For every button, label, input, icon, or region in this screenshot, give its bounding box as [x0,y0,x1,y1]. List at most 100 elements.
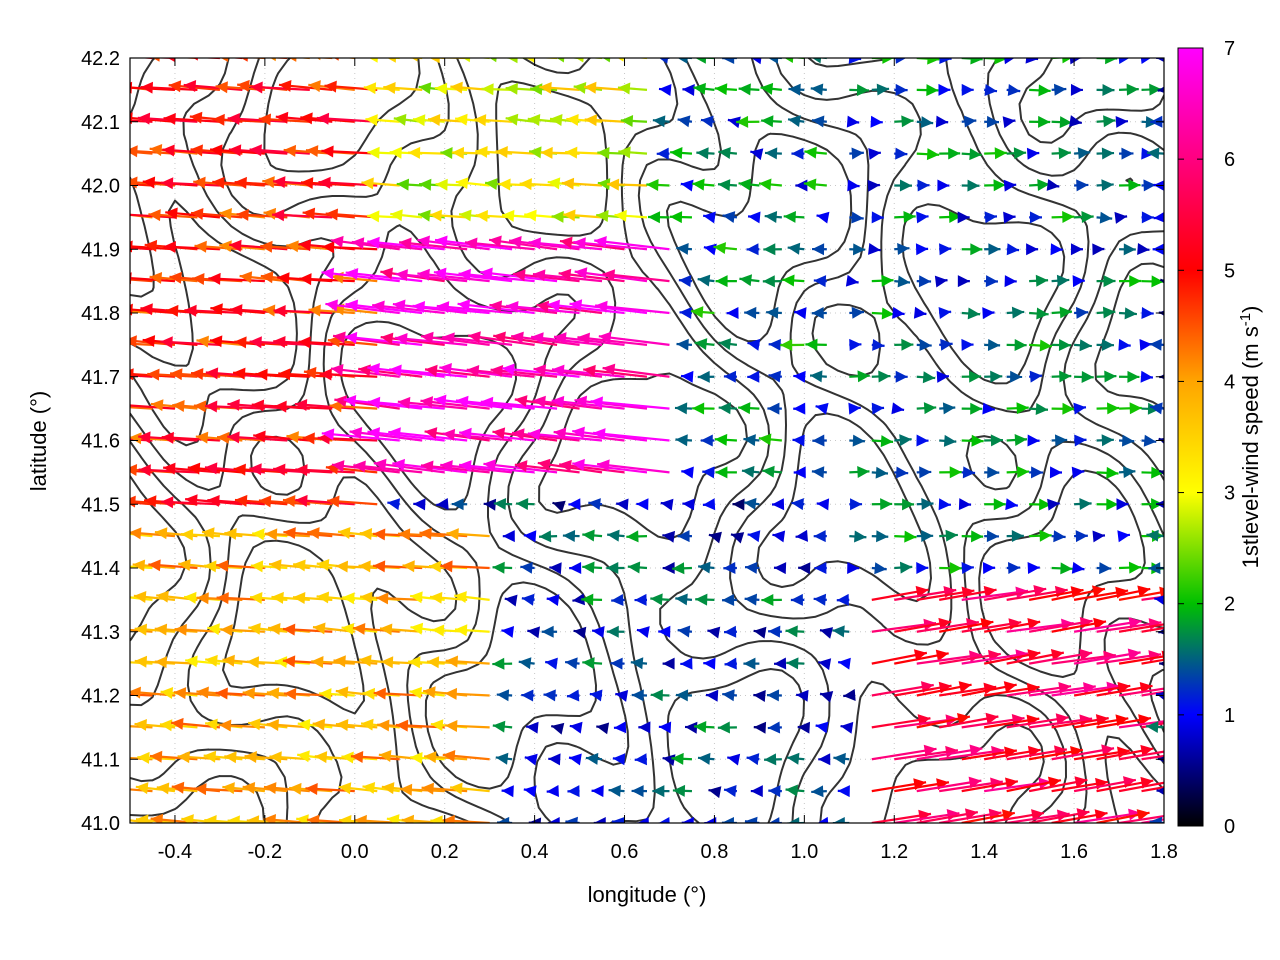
wind-vector [767,402,782,415]
wind-vector [490,364,558,378]
wind-vector [743,497,760,510]
wind-vector [738,178,760,191]
wind-vector [547,816,560,823]
wind-vector [913,306,927,319]
colorbar-label-main: 1stlevel-wind speed (m s [1238,326,1263,568]
wind-vector [327,495,378,508]
wind-vector [788,83,805,96]
wind-vector [352,622,400,635]
wind-vector [611,593,625,606]
wind-vector [130,374,153,378]
wind-vector [894,466,909,479]
wind-vector [395,269,468,283]
colorbar-ticks: 0 1 2 3 4 5 6 7 [1178,38,1235,838]
wind-vector [130,501,153,506]
wind-vector [984,275,998,288]
wind-vector [768,338,782,351]
wind-vector [676,242,693,255]
wind-vector [130,407,131,409]
wind-vector [1118,814,1164,823]
wind-vector [502,530,515,543]
wind-vector [1118,687,1164,697]
wind-vector [617,82,648,95]
wind-vector [845,274,859,287]
wind-vector [1073,648,1141,665]
wind-vector [462,58,490,63]
wind-vector [1004,58,1017,65]
wind-vector [871,649,928,665]
wind-vector [815,721,829,734]
wind-vector [1074,179,1089,192]
wind-vector [1096,714,1152,729]
wind-vector [606,625,625,638]
wind-vector [253,430,310,443]
wind-vector [811,115,827,128]
wind-vector [215,687,265,700]
wind-vector [1029,84,1051,97]
wind-vector [376,592,423,605]
wind-vector [1141,275,1164,288]
wind-vector [849,530,867,543]
wind-vector [1074,306,1089,319]
wind-vector [818,658,832,671]
wind-vector [811,785,827,798]
wind-vector [1146,721,1164,733]
wind-vector [631,689,648,702]
wind-vector [505,113,535,126]
wind-vector [1141,786,1164,793]
wind-vector [383,81,423,94]
wind-vector [870,115,883,128]
wind-vector [718,402,737,415]
wind-vector [894,179,912,192]
wind-vector [652,115,670,128]
wind-vector [762,275,782,288]
wind-vector [1069,115,1083,128]
wind-vector [871,402,885,415]
wind-vector [602,363,670,378]
wind-vector [130,145,176,158]
wind-vector [961,402,983,415]
x-tick-label: 1.2 [880,841,908,863]
y-tick-label: 41.6 [81,431,120,453]
wind-vector [446,528,490,541]
wind-vector [916,211,929,224]
wind-vector [591,626,605,638]
wind-vector [838,657,851,670]
wind-vector [130,88,131,90]
wind-vector [702,211,716,224]
wind-vector [1096,370,1117,383]
wind-vector [512,269,580,283]
wind-vector [787,115,805,128]
wind-vector [894,147,908,160]
colorbar-tick-label: 1 [1224,705,1235,727]
wind-vector [417,268,490,283]
wind-vector [329,400,378,413]
wind-vector [761,115,782,128]
wind-vector [1096,744,1154,761]
wind-vector [545,657,558,670]
wind-vector [871,307,895,320]
y-tick-label: 42.0 [81,176,120,198]
wind-vector [1006,402,1029,415]
wind-vector [308,304,355,317]
wind-vector [760,82,782,95]
wind-vector [436,497,449,510]
wind-vector [602,58,625,63]
wind-vector [773,657,787,670]
wind-vector [787,817,805,823]
wind-vector [936,370,950,383]
wind-vector [589,689,603,702]
wind-vector [1074,497,1092,510]
wind-vector [541,625,558,638]
wind-vector [455,395,535,410]
wind-vector [984,83,998,96]
wind-vector [790,593,805,606]
wind-vector [266,719,310,732]
wind-vector [332,331,400,346]
wind-vector [812,243,827,256]
wind-vector [1029,529,1052,542]
wind-vector [815,402,829,415]
wind-vector [747,370,760,383]
wind-vector [489,300,558,315]
wind-vector [572,426,648,442]
